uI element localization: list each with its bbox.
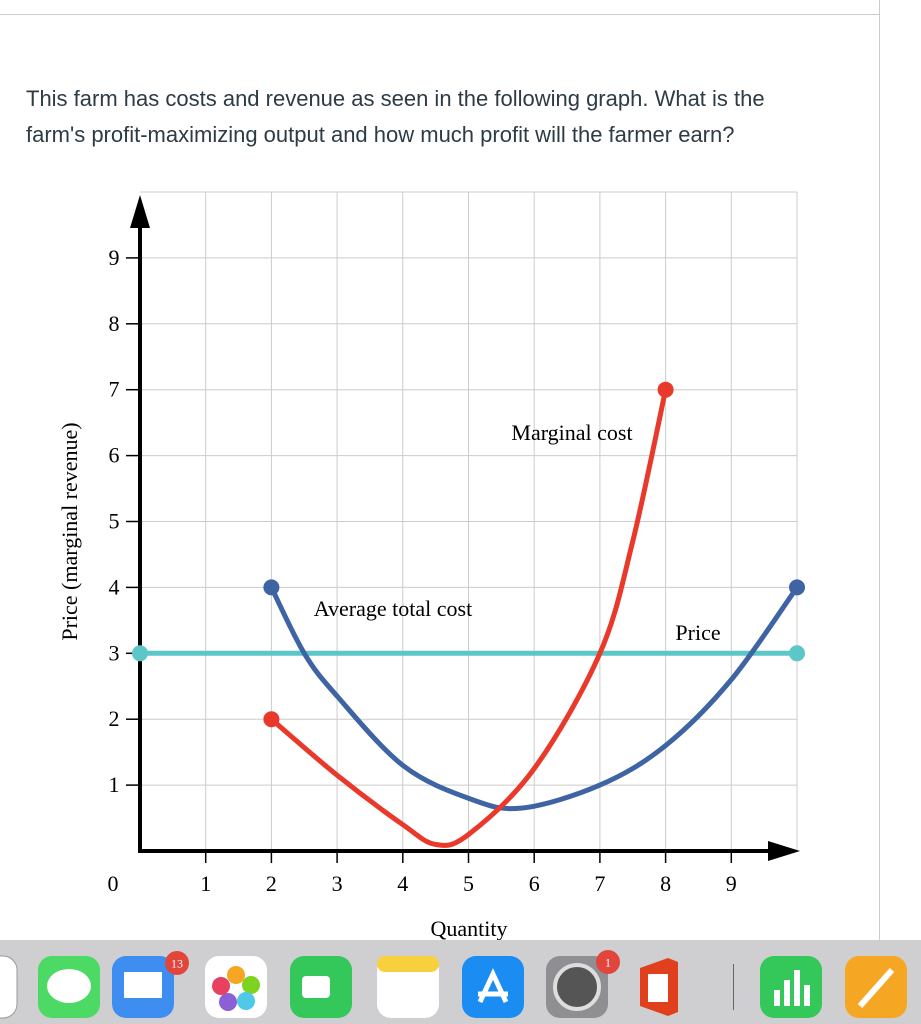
series-line (269, 585, 800, 812)
y-tick-label: 4 (109, 574, 120, 599)
badge-text: 13 (171, 957, 183, 971)
y-tick-label: 7 (109, 377, 120, 402)
endpoint (263, 579, 280, 596)
y-tick-label: 3 (109, 640, 120, 665)
question-line: This farm has costs and revenue as seen … (26, 86, 765, 111)
x-tick-label: 1 (200, 871, 211, 896)
badge (596, 950, 620, 974)
x-tick-label: 6 (529, 871, 540, 896)
y-tick-label: 8 (109, 311, 120, 336)
y-tick-label: 2 (109, 706, 120, 731)
y-axis-label: Price (marginal revenue) (57, 422, 82, 640)
x-tick-label: 8 (660, 871, 671, 896)
series-line (269, 389, 669, 848)
series-label: Average total cost (314, 596, 472, 621)
y-tick-label: 9 (109, 245, 120, 270)
x-tick-label: 9 (726, 871, 737, 896)
bars (774, 970, 810, 1006)
x-tick-label: 3 (332, 871, 343, 896)
scroll-border (879, 0, 880, 940)
x-axis-label: Quantity (431, 916, 508, 941)
series-label: Marginal cost (511, 420, 632, 445)
y-tick-label: 5 (109, 509, 120, 534)
a-glyph (477, 968, 509, 1004)
badge-text: 1 (605, 956, 611, 970)
appstore-icon[interactable] (462, 956, 524, 1018)
envelope (124, 972, 162, 998)
petals (212, 966, 260, 1011)
pen (857, 968, 895, 1008)
y-tick-label: 6 (109, 443, 120, 468)
x-tick-label: 7 (594, 871, 605, 896)
office-inner (648, 974, 668, 1002)
x-tick-label: 5 (463, 871, 474, 896)
endpoint (789, 645, 805, 662)
app-icon[interactable] (0, 955, 18, 1019)
y-arrow (130, 195, 150, 228)
notes-top (377, 956, 439, 972)
badge (165, 951, 189, 975)
gear (553, 963, 601, 1011)
dock: 13 1 (0, 940, 921, 1024)
bubble (47, 969, 91, 1003)
series-label: Price (675, 620, 720, 645)
question-line: farm's profit-maximizing output and how … (26, 122, 735, 147)
endpoint (789, 579, 805, 596)
y-tick-label: 1 (109, 772, 120, 797)
separator (733, 964, 734, 1010)
x-tick-label: 4 (397, 871, 408, 896)
endpoint (132, 645, 148, 662)
divider (0, 14, 880, 15)
y-tick-label: 0 (108, 871, 119, 896)
endpoint (263, 711, 280, 728)
camera (302, 976, 330, 998)
x-tick-label: 2 (266, 871, 277, 896)
numbers-icon[interactable] (760, 956, 822, 1018)
endpoint (657, 381, 674, 398)
x-arrow (768, 841, 800, 861)
